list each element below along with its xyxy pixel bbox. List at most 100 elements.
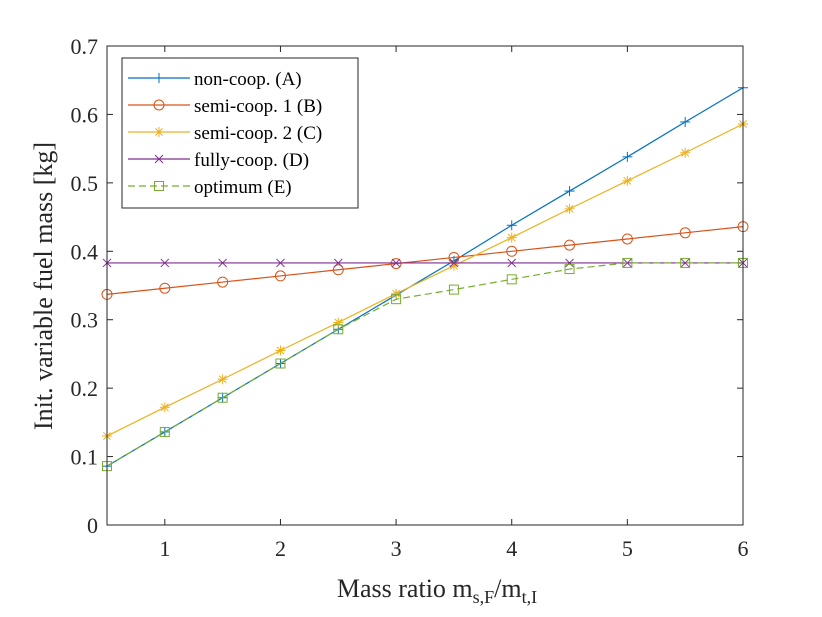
series-5-point-4 [275, 358, 286, 369]
series-2-point-4-ring [274, 270, 286, 282]
series-2-point-5 [332, 264, 344, 276]
series-5-point-7 [448, 284, 459, 295]
axes-box [106, 45, 744, 526]
legend-entry-3-marker-b [155, 128, 163, 136]
series-5-point-2-box [159, 426, 170, 437]
legend-entry-4-marker-b [154, 154, 164, 164]
y-tick-label: 0.4 [71, 239, 99, 264]
tick-layer: 1 2 3 4 5 6 0 0.1 0.2 0.3 0.4 0.5 0.6 0.7 [71, 34, 749, 561]
series-4-point-5-b [333, 258, 343, 268]
series-3-point-11-b [681, 148, 690, 157]
series-2-point-9 [564, 239, 576, 251]
series-1-point-9 [564, 186, 575, 197]
y-tick-label: 0 [87, 513, 98, 538]
x-tick-label: 6 [738, 536, 749, 561]
series-1-point-8 [506, 220, 517, 231]
legend: non-coop. (A) semi-coop. 1 (B) semi-coop. … [121, 57, 359, 209]
series-4-point-7 [449, 258, 459, 268]
series-2-point-11 [679, 227, 691, 239]
series-1-point-11 [680, 116, 691, 127]
series-3-point-9-b [565, 204, 574, 213]
series-3-point-8-b [507, 233, 516, 242]
series-5-point-6 [391, 294, 402, 305]
legend-entry-2-label: semi-coop. 1 (B) [194, 96, 322, 117]
series-4-point-11 [680, 258, 690, 268]
series-5-point-5 [333, 324, 344, 335]
legend-entry-4-marker [154, 154, 164, 164]
series-5-point-3 [217, 392, 228, 403]
legend-entry-2-marker-ring [153, 99, 165, 111]
series-3-point-6 [391, 288, 402, 299]
legend-entry-1-label: non-coop. (A) [194, 69, 302, 90]
series-5-point-2 [159, 426, 170, 437]
series-4-point-5 [333, 258, 343, 268]
series-4-point-9 [565, 258, 574, 268]
series-4-point-11-b [680, 258, 690, 268]
series-3-point-3 [217, 374, 228, 385]
series-5-point-6-box [391, 294, 402, 305]
series-3-point-2-b [160, 403, 169, 412]
series-4-point-8 [507, 258, 517, 268]
legend-entry-5-marker-box [154, 181, 164, 191]
series-2-line [106, 226, 744, 295]
series-2-point-3 [217, 276, 229, 288]
series-3-point-10-b [623, 176, 632, 185]
legend-entry-3-marker [154, 127, 164, 137]
x-tick-label: 2 [275, 536, 286, 561]
series-4-point-9-b [565, 258, 574, 268]
series-2-point-10 [621, 233, 633, 245]
series-5-line [106, 262, 743, 467]
series-3-point-5 [333, 317, 344, 328]
series-4-point-10 [623, 258, 632, 268]
series-layer [101, 82, 749, 472]
legend-entry-4-label: fully-coop. (D) [194, 150, 309, 171]
series-2-point-5-ring [332, 264, 344, 276]
series-4-point-3 [218, 258, 227, 268]
series-3-point-3-b [218, 375, 227, 384]
series-5-point-10 [622, 257, 633, 268]
x-axis-title-sub-1: s,F [473, 587, 495, 607]
series-3-point-8 [506, 232, 517, 243]
x-tick-label: 3 [391, 536, 402, 561]
series-3-point-7 [448, 260, 459, 271]
series-5-point-9-box [564, 264, 575, 275]
series-2-point-9-ring [564, 239, 576, 251]
series-5-point-5-box [333, 324, 344, 335]
series-4-point-8-b [507, 258, 517, 268]
series-3-point-2 [159, 402, 170, 413]
series-2-point-4 [274, 270, 286, 282]
series-4-point-7-b [449, 258, 459, 268]
legend-box [121, 57, 359, 209]
legend-entry-1: non-coop. (A) [128, 69, 302, 90]
series-4-point-3-b [218, 258, 227, 268]
series-5 [102, 257, 748, 472]
y-tick-label: 0.3 [71, 308, 99, 333]
series-3-point-6-b [392, 289, 401, 298]
series-2-point-3-ring [217, 276, 229, 288]
legend-entry-3: semi-coop. 2 (C) [128, 123, 322, 144]
series-5-point-4-box [275, 358, 286, 369]
legend-entry-5-label: optimum (E) [194, 177, 292, 198]
legend-entry-1-marker [154, 73, 164, 83]
series-2-point-8-ring [506, 245, 518, 257]
series-2-point-2 [159, 282, 171, 294]
y-tick-label: 0.6 [71, 102, 99, 127]
series-5-point-9 [564, 264, 575, 275]
x-tick-label: 5 [622, 536, 633, 561]
series-2-point-6 [390, 258, 402, 270]
series-2-point-10-ring [621, 233, 633, 245]
series-4-point-2 [160, 258, 170, 268]
series-4-point-4-b [276, 258, 285, 268]
series-1-point-10 [622, 151, 633, 162]
series-5-point-3-box [217, 392, 228, 403]
legend-entry-2: semi-coop. 1 (B) [128, 96, 322, 117]
y-tick-label: 0.7 [71, 34, 99, 59]
series-3-point-10 [622, 175, 633, 186]
x-tick-label: 4 [506, 536, 517, 561]
x-tick-label: 1 [159, 536, 170, 561]
series-4-point-10-b [623, 258, 632, 268]
series-5-point-10-box [622, 257, 633, 268]
series-5-point-8 [506, 274, 517, 285]
series-3 [102, 119, 748, 442]
legend-entry-5-marker [154, 181, 164, 191]
